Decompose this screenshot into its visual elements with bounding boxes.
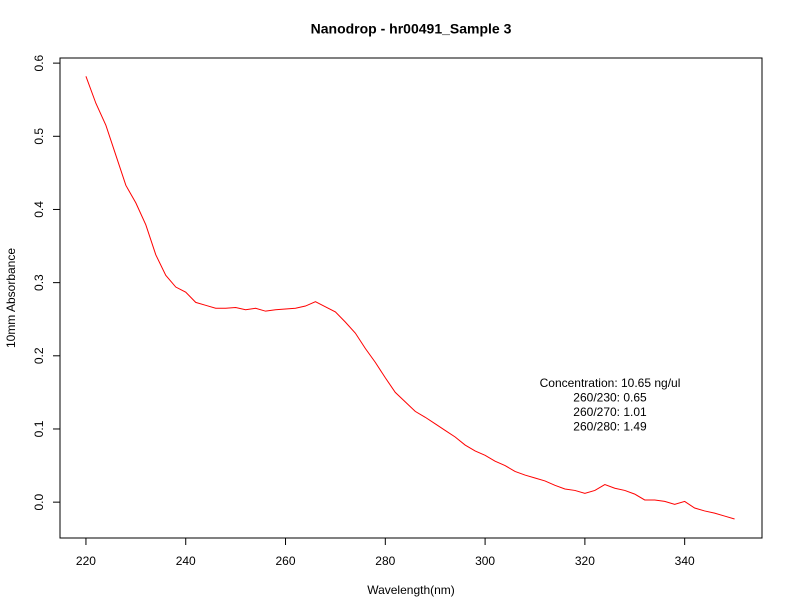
y-tick-label: 0.5	[32, 128, 46, 145]
x-tick-label: 340	[675, 554, 695, 568]
annotation: 260/270: 1.01	[573, 405, 647, 419]
x-tick-label: 280	[375, 554, 395, 568]
chart-title: Nanodrop - hr00491_Sample 3	[311, 21, 512, 37]
annotation: 260/280: 1.49	[573, 420, 647, 434]
x-tick-label: 220	[76, 554, 96, 568]
annotation: Concentration: 10.65 ng/ul	[540, 376, 681, 390]
y-tick-label: 0.0	[32, 493, 46, 510]
x-tick-label: 320	[575, 554, 595, 568]
x-tick-label: 300	[475, 554, 495, 568]
x-tick-label: 260	[276, 554, 296, 568]
y-axis-label: 10mm Absorbance	[4, 248, 18, 348]
data-line	[85, 76, 735, 520]
annotation: 260/230: 0.65	[573, 391, 647, 405]
x-axis-label: Wavelength(nm)	[367, 583, 455, 597]
y-tick-label: 0.1	[32, 420, 46, 437]
x-tick-label: 240	[176, 554, 196, 568]
y-tick-label: 0.4	[32, 201, 46, 218]
y-tick-label: 0.2	[32, 347, 46, 364]
y-tick-label: 0.6	[32, 54, 46, 71]
y-tick-label: 0.3	[32, 274, 46, 291]
